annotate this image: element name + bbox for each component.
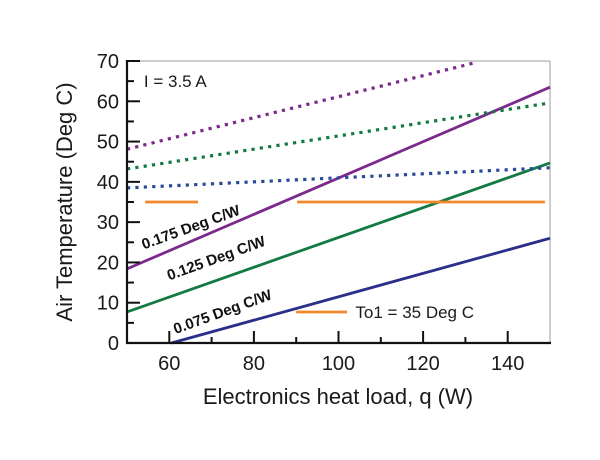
series-line-2 (171, 236, 551, 345)
x-tick-label: 140 (491, 353, 524, 375)
axes-layer: 0 10 20 30 40 50 60 70 60 80 100 120 140 (97, 51, 551, 375)
y-tick-label: 10 (97, 293, 119, 315)
plot-frame (127, 60, 551, 343)
y-tick-label: 50 (97, 132, 119, 154)
x-tick-label: 120 (406, 353, 439, 375)
x-tick-label: 100 (322, 353, 355, 375)
y-axis-title: Air Temperature (Deg C) (52, 82, 77, 321)
x-tick-label: 80 (243, 353, 265, 375)
y-tick-label: 40 (97, 172, 119, 194)
series-line-5 (126, 166, 551, 190)
y-tick-label: 60 (97, 91, 119, 113)
series-line-4 (126, 101, 551, 171)
current-annotation: I = 3.5 A (144, 72, 208, 91)
y-tick-label: 30 (97, 212, 119, 234)
y-tick-label: 0 (108, 333, 119, 355)
y-tick-label: 70 (97, 51, 119, 73)
x-axis-title: Electronics heat load, q (W) (203, 384, 473, 409)
x-tick-label: 60 (158, 353, 180, 375)
labels-layer: I = 3.5 A0.175 Deg C/W0.125 Deg C/W0.075… (139, 72, 474, 338)
series-line-1 (126, 161, 551, 314)
legend-label: To1 = 35 Deg C (355, 303, 474, 322)
series-layer (126, 61, 551, 345)
y-tick-label: 20 (97, 252, 119, 274)
series-line-3 (126, 61, 475, 151)
